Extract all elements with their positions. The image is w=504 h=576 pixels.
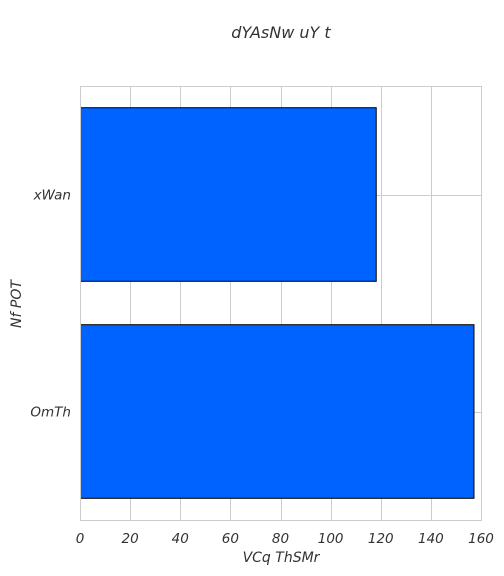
x-tick-label-3: 60 (222, 531, 239, 547)
chart-title: dYAsNw uY t (231, 23, 331, 42)
x-tick-labels: 0 20 40 60 80 100 120 140 160 (76, 531, 494, 547)
bars (80, 107, 475, 499)
y-category-label-1: OmTh (30, 405, 71, 421)
bar-xWan (80, 107, 377, 282)
x-tick-label-5: 100 (318, 531, 344, 547)
y-category-label-0: xWan (33, 188, 71, 204)
x-tick-label-2: 40 (172, 531, 189, 547)
x-tick-label-4: 80 (272, 531, 289, 547)
x-tick-label-6: 120 (368, 531, 394, 547)
y-category-labels: xWan OmTh (30, 188, 71, 421)
bar-OmTh (80, 324, 475, 499)
y-axis-label: Nf POT (9, 279, 25, 328)
x-axis-label: VCq ThSMr (243, 550, 321, 566)
x-tick-label-7: 140 (418, 531, 444, 547)
plot-frame (80, 86, 482, 521)
x-tick-label-8: 160 (468, 531, 494, 547)
x-tick-label-0: 0 (76, 531, 85, 547)
x-tick-label-1: 20 (122, 531, 139, 547)
